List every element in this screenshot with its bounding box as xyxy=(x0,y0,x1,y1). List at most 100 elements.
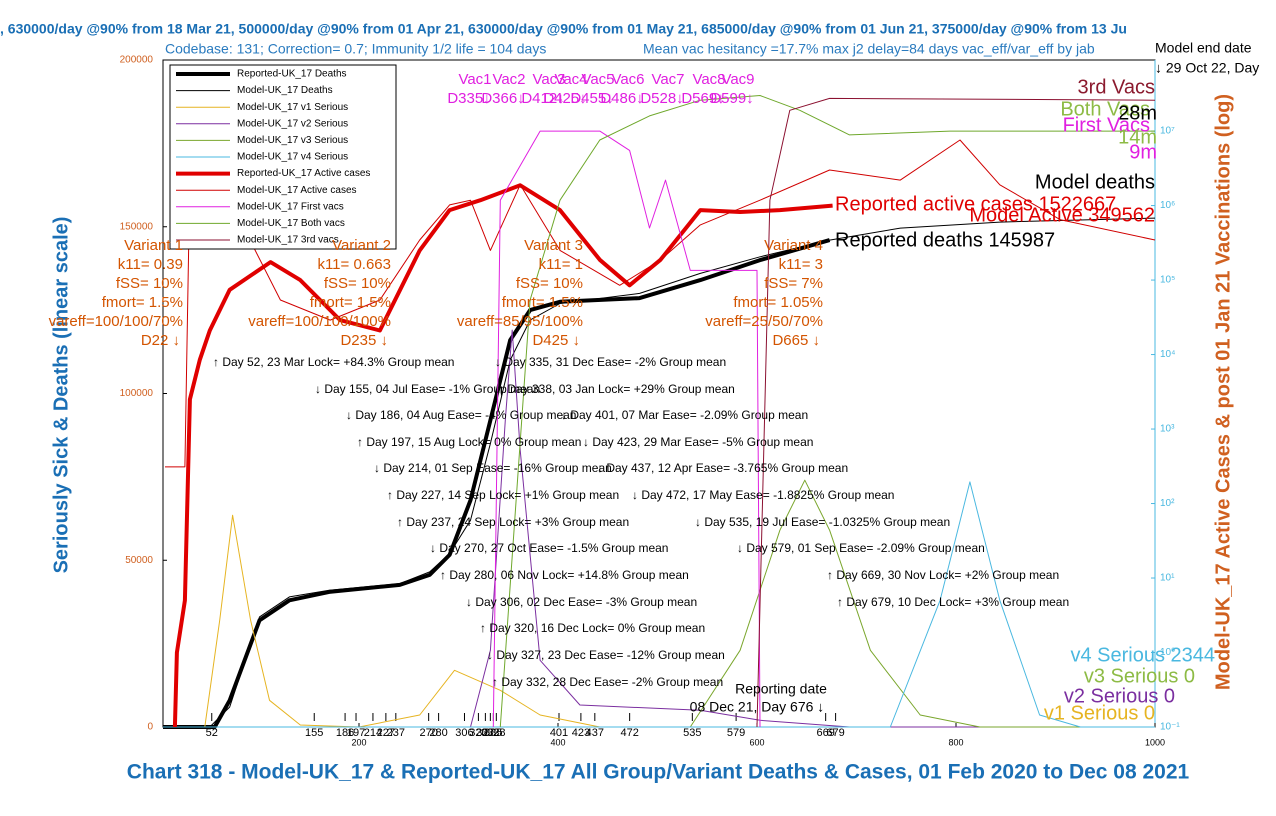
annotation: ↓ Day 186, 04 Aug Ease= -4% Group mean xyxy=(346,408,576,422)
annotation: ↓ Day 270, 27 Oct Ease= -1.5% Group mean xyxy=(430,541,668,555)
event-day-label: 214 xyxy=(364,727,382,739)
event-day-label: 320 xyxy=(469,727,487,739)
y-tick-label: 0 xyxy=(147,722,153,733)
variant-label: Variant 4 xyxy=(764,237,823,254)
side-label: Model end date xyxy=(1155,40,1252,56)
annotation: ↓ Day 327, 23 Dec Ease= -12% Group mean xyxy=(487,648,725,662)
event-day-label: 338 xyxy=(487,727,505,739)
variant-label: k11= 0.39 xyxy=(118,256,183,273)
variant-label: D22 ↓ xyxy=(141,332,180,349)
annotation: ↑ Day 197, 15 Aug Lock= 0% Group mean xyxy=(357,435,581,449)
side-label: v4 Serious 2344 xyxy=(1070,644,1215,666)
y-tick-label: 200000 xyxy=(120,55,154,66)
y2-tick-label: 10⁶ xyxy=(1160,200,1175,211)
legend-label: Model-UK_17 Deaths xyxy=(237,85,333,96)
vac-day-label: D366↓ xyxy=(481,90,524,107)
event-day-label: 423 xyxy=(572,727,590,739)
y2-tick-label: 10¹ xyxy=(1160,573,1175,584)
side-label: Model deaths xyxy=(1035,171,1155,193)
side-label: 9m xyxy=(1129,141,1157,163)
y-axis-label: Seriously Sick & Deaths (linear scale) xyxy=(50,217,72,574)
annotation: ↑ Day 679, 10 Dec Lock= +3% Group mean xyxy=(837,595,1069,609)
annotation: ↑ Day 332, 28 Dec Ease= -2% Group mean xyxy=(492,675,723,689)
legend-label: Model-UK_17 First vacs xyxy=(237,201,344,212)
vac-day-label: D335↓ xyxy=(447,90,490,107)
annotation: ↓ Day 306, 02 Dec Ease= -3% Group mean xyxy=(466,595,697,609)
side-label: Reporting date xyxy=(735,681,827,697)
annotation: ↑ Day 338, 03 Jan Lock= +29% Group mean xyxy=(498,382,735,396)
variant-label: vareff=25/50/70% xyxy=(705,313,823,330)
vac-day-label: D599↓ xyxy=(710,90,753,107)
side-label: Reported active cases 1522667 xyxy=(835,193,1116,215)
y2-tick-label: 10⁰ xyxy=(1160,647,1175,658)
legend-label: Model-UK_17 v3 Serious xyxy=(237,135,348,146)
annotation: ↑ Day 237, 24 Sep Lock= +3% Group mean xyxy=(397,515,629,529)
variant-label: vareff=85/95/100% xyxy=(457,313,583,330)
event-day-label: 579 xyxy=(727,727,745,739)
y2-tick-label: 10⁷ xyxy=(1160,126,1175,137)
vac-label: Vac7 xyxy=(651,71,684,88)
side-label: 3rd Vacs xyxy=(1078,76,1155,98)
variant-label: fSS= 10% xyxy=(516,275,583,292)
legend-label: Model-UK_17 Active cases xyxy=(237,185,357,196)
side-label: v2 Serious 0 xyxy=(1064,685,1175,707)
y2-tick-label: 10⁵ xyxy=(1160,275,1175,286)
series-line xyxy=(499,95,1155,728)
event-day-label: 155 xyxy=(305,727,323,739)
annotation: ↓ Day 335, 31 Dec Ease= -2% Group mean xyxy=(495,355,726,369)
variant-label: vareff=100/100/70% xyxy=(49,313,183,330)
legend-label: Model-UK_17 v4 Serious xyxy=(237,152,348,163)
legend-label: Reported-UK_17 Deaths xyxy=(237,69,347,80)
event-day-label: 535 xyxy=(683,727,701,739)
annotation: ↓ Day 401, 07 Mar Ease= -2.09% Group mea… xyxy=(561,408,808,422)
series-line xyxy=(163,479,1155,728)
event-day-label: 332 xyxy=(481,727,499,739)
vac-label: Vac4 xyxy=(554,71,587,88)
series-line xyxy=(163,481,1155,728)
variant-label: fSS= 7% xyxy=(764,275,823,292)
side-label: ↓ 29 Oct 22, Day xyxy=(1155,60,1259,76)
annotation: ↓ Day 437, 12 Apr Ease= -3.765% Group me… xyxy=(597,461,848,475)
event-day-label: 52 xyxy=(206,727,218,739)
event-day-label: 669 xyxy=(816,727,834,739)
variant-label: fSS= 10% xyxy=(324,275,391,292)
variant-label: fmort= 1.05% xyxy=(733,294,823,311)
event-day-label: 237 xyxy=(387,727,405,739)
side-label: First Vacs xyxy=(1063,114,1150,136)
variant-label: D425 ↓ xyxy=(532,332,580,349)
annotation: ↑ Day 669, 30 Nov Lock= +2% Group mean xyxy=(827,568,1059,582)
x-tick-label: 800 xyxy=(948,737,963,747)
event-day-label: 306 xyxy=(455,727,473,739)
y-tick-label: 100000 xyxy=(120,388,154,399)
event-day-label: 401 xyxy=(550,727,568,739)
subtitle: Mean vac hesitancy =17.7% max j2 delay=8… xyxy=(643,41,1095,57)
legend-label: Reported-UK_17 Active cases xyxy=(237,168,370,179)
side-label: 14m xyxy=(1118,126,1157,148)
x-tick-label: 400 xyxy=(550,737,565,747)
chart-title: Chart 318 - Model-UK_17 & Reported-UK_17… xyxy=(127,761,1190,784)
legend-label: Model-UK_17 Both vacs xyxy=(237,218,345,229)
series-line xyxy=(172,183,833,728)
y2-axis-label: Model-UK_17 Active Cases & post 01 Jan 2… xyxy=(1212,94,1234,690)
variant-label: k11= 3 xyxy=(779,256,823,273)
banner: , 630000/day @90% from 18 Mar 21, 500000… xyxy=(0,21,1127,37)
series-line xyxy=(163,514,1155,728)
y2-tick-label: 10⁴ xyxy=(1160,349,1175,360)
vac-label: Vac8 xyxy=(692,71,725,88)
vac-label: Vac3 xyxy=(532,71,565,88)
y-tick-label: 50000 xyxy=(125,555,153,566)
event-day-label: 280 xyxy=(429,727,447,739)
x-tick-label: 600 xyxy=(749,737,764,747)
variant-label: Variant 1 xyxy=(124,237,183,254)
x-tick-label: 1000 xyxy=(1145,737,1165,747)
series-line xyxy=(492,130,761,728)
variant-label: Variant 3 xyxy=(524,237,583,254)
series-line xyxy=(163,238,831,729)
side-label: 08 Dec 21, Day 676 ↓ xyxy=(690,699,825,715)
legend-label: Model-UK_17 3rd vacs xyxy=(237,235,339,246)
event-day-label: 437 xyxy=(586,727,604,739)
subtitle: Codebase: 131; Correction= 0.7; Immunity… xyxy=(165,41,546,57)
legend-label: Model-UK_17 v1 Serious xyxy=(237,102,348,113)
annotation: ↓ Day 472, 17 May Ease= -1.8825% Group m… xyxy=(632,488,894,502)
